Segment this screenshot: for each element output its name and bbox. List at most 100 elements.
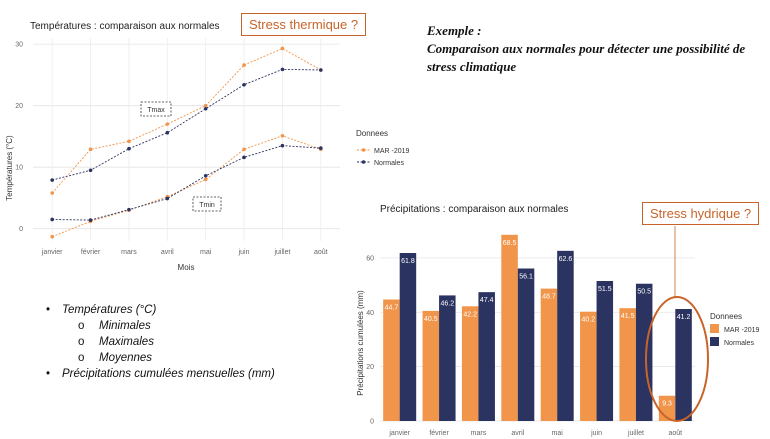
tmin-annotation: Tmin bbox=[192, 196, 222, 212]
list-item: • Températures (°C) bbox=[30, 302, 290, 318]
x-tick-label: août bbox=[314, 249, 328, 256]
bullet-icon: • bbox=[46, 368, 51, 380]
bar-mar2019 bbox=[580, 311, 597, 421]
data-point bbox=[88, 147, 93, 152]
legend-normales-swatch bbox=[710, 337, 719, 346]
sub-bullet-icon: o bbox=[78, 320, 85, 332]
y-tick-label: 30 bbox=[15, 42, 23, 49]
data-point bbox=[127, 207, 131, 212]
temperature-legend-title: Donnees bbox=[356, 129, 388, 138]
precipitation-bars: 44.7 61.8 40.5 46.2 42.247.4 68.5 56.1 48.7 62.6… bbox=[383, 234, 692, 421]
bar-value-label: 40.2 bbox=[582, 317, 596, 324]
x-tick-label: juillet bbox=[627, 430, 644, 437]
legend-mar2019-swatch bbox=[361, 148, 366, 152]
list-item-label: Moyennes bbox=[99, 352, 153, 364]
y-tick-label: 0 bbox=[19, 226, 23, 233]
tmax-label: Tmax bbox=[147, 107, 165, 114]
example-text: Exemple : Comparaison aux normales pour … bbox=[427, 22, 747, 76]
bar-value-label: 44.7 bbox=[385, 304, 399, 311]
variables-list: • Températures (°C) o Minimales o Maximales… bbox=[30, 302, 290, 382]
bar-normales bbox=[399, 253, 417, 421]
legend-mar2019-label: MAR -2019 bbox=[374, 148, 410, 155]
x-tick-label: février bbox=[429, 430, 449, 437]
bar-mar2019 bbox=[501, 234, 518, 421]
sub-bullet-icon: o bbox=[78, 352, 85, 364]
bar-normales bbox=[557, 250, 574, 421]
bar-value-label: 9.3 bbox=[662, 401, 672, 408]
temperature-y-axis-label: Températures (°C) bbox=[5, 135, 14, 201]
bar-value-label: 68.5 bbox=[503, 240, 517, 247]
stress-thermique-callout: Stress thermique ? bbox=[241, 13, 367, 36]
data-point bbox=[88, 218, 93, 222]
bar-value-label: 48.7 bbox=[542, 294, 556, 301]
data-point bbox=[242, 147, 246, 152]
sub-bullet-icon: o bbox=[78, 336, 85, 348]
x-tick-label: avril bbox=[161, 249, 174, 256]
x-tick-label: mai bbox=[200, 249, 212, 256]
bar-value-label: 41.2 bbox=[677, 314, 691, 321]
legend-normales-swatch bbox=[361, 160, 366, 164]
legend-normales-label: Normales bbox=[724, 340, 754, 347]
legend-mar2019-swatch bbox=[710, 324, 719, 333]
x-tick-label: mars bbox=[471, 430, 487, 437]
precipitation-legend: Donnees MAR -2019 Normales bbox=[710, 312, 760, 347]
stress-hydrique-callout: Stress hydrique ? bbox=[642, 202, 760, 225]
precipitation-x-ticks: janvier février mars avril mai juin juillet aoû… bbox=[388, 430, 682, 437]
series-line bbox=[52, 68, 321, 181]
precipitation-y-ticks: 0 20 40 60 bbox=[366, 255, 374, 425]
list-item-label: Minimales bbox=[99, 320, 151, 332]
y-tick-label: 0 bbox=[370, 419, 374, 426]
data-point bbox=[165, 122, 170, 126]
data-point bbox=[50, 234, 54, 239]
series-line bbox=[52, 135, 321, 238]
temperature-grid bbox=[33, 38, 340, 241]
bar-value-label: 47.4 bbox=[480, 297, 494, 304]
list-item: o Moyennes bbox=[30, 350, 290, 366]
data-point bbox=[203, 103, 208, 108]
temperature-line-chart: 0 10 20 30 janvier février mars avril mai juin ju… bbox=[5, 38, 410, 272]
y-tick-label: 20 bbox=[15, 103, 23, 110]
bar-value-label: 41.5 bbox=[621, 313, 635, 320]
y-tick-label: 40 bbox=[366, 310, 374, 317]
list-item-label: Températures (°C) bbox=[62, 304, 157, 316]
data-point bbox=[319, 146, 323, 150]
bar-value-label: 46.2 bbox=[441, 300, 455, 307]
bar-normales bbox=[439, 295, 456, 421]
series-tmin-normales bbox=[50, 143, 323, 222]
bar-mar2019 bbox=[383, 299, 400, 421]
temperature-x-axis-label: Mois bbox=[178, 263, 195, 272]
data-point bbox=[127, 139, 131, 144]
x-tick-label: mai bbox=[552, 430, 564, 437]
temperature-series bbox=[50, 46, 323, 239]
x-tick-label: juillet bbox=[273, 249, 290, 256]
temperature-chart-title: Températures : comparaison aux normales bbox=[30, 21, 220, 32]
bar-value-label: 51.5 bbox=[598, 286, 612, 293]
x-tick-label: mars bbox=[121, 249, 137, 256]
data-point bbox=[242, 155, 246, 160]
y-tick-label: 10 bbox=[15, 165, 23, 172]
bar-normales bbox=[478, 292, 495, 421]
legend-normales-label: Normales bbox=[374, 160, 404, 167]
x-tick-label: juin bbox=[238, 249, 250, 256]
example-heading: Exemple : bbox=[427, 23, 482, 38]
x-tick-label: avril bbox=[511, 430, 524, 437]
data-point bbox=[50, 178, 54, 182]
temperature-x-ticks: janvier février mars avril mai juin juillet aoû… bbox=[41, 249, 328, 256]
data-point bbox=[203, 106, 208, 111]
bar-mar2019 bbox=[461, 306, 479, 421]
precipitation-bar-chart: 0 20 40 60 44.7 61.8 40.5 46.2 42.247.4 68.5 56.1… bbox=[356, 226, 760, 437]
bar-value-label: 42.2 bbox=[463, 311, 477, 318]
list-item: • Précipitations cumulées mensuelles (mm) bbox=[30, 366, 290, 382]
bar-normales bbox=[517, 268, 535, 421]
data-point bbox=[280, 67, 285, 72]
data-point bbox=[280, 46, 285, 51]
bar-mar2019 bbox=[619, 308, 636, 421]
bar-value-label: 50.5 bbox=[637, 289, 651, 296]
bar-normales bbox=[635, 283, 653, 421]
list-item: o Minimales bbox=[30, 318, 290, 334]
data-point bbox=[203, 177, 208, 182]
data-point bbox=[50, 191, 54, 195]
series-tmax-normales bbox=[50, 67, 323, 182]
series-line bbox=[52, 145, 321, 221]
data-point bbox=[242, 63, 246, 67]
